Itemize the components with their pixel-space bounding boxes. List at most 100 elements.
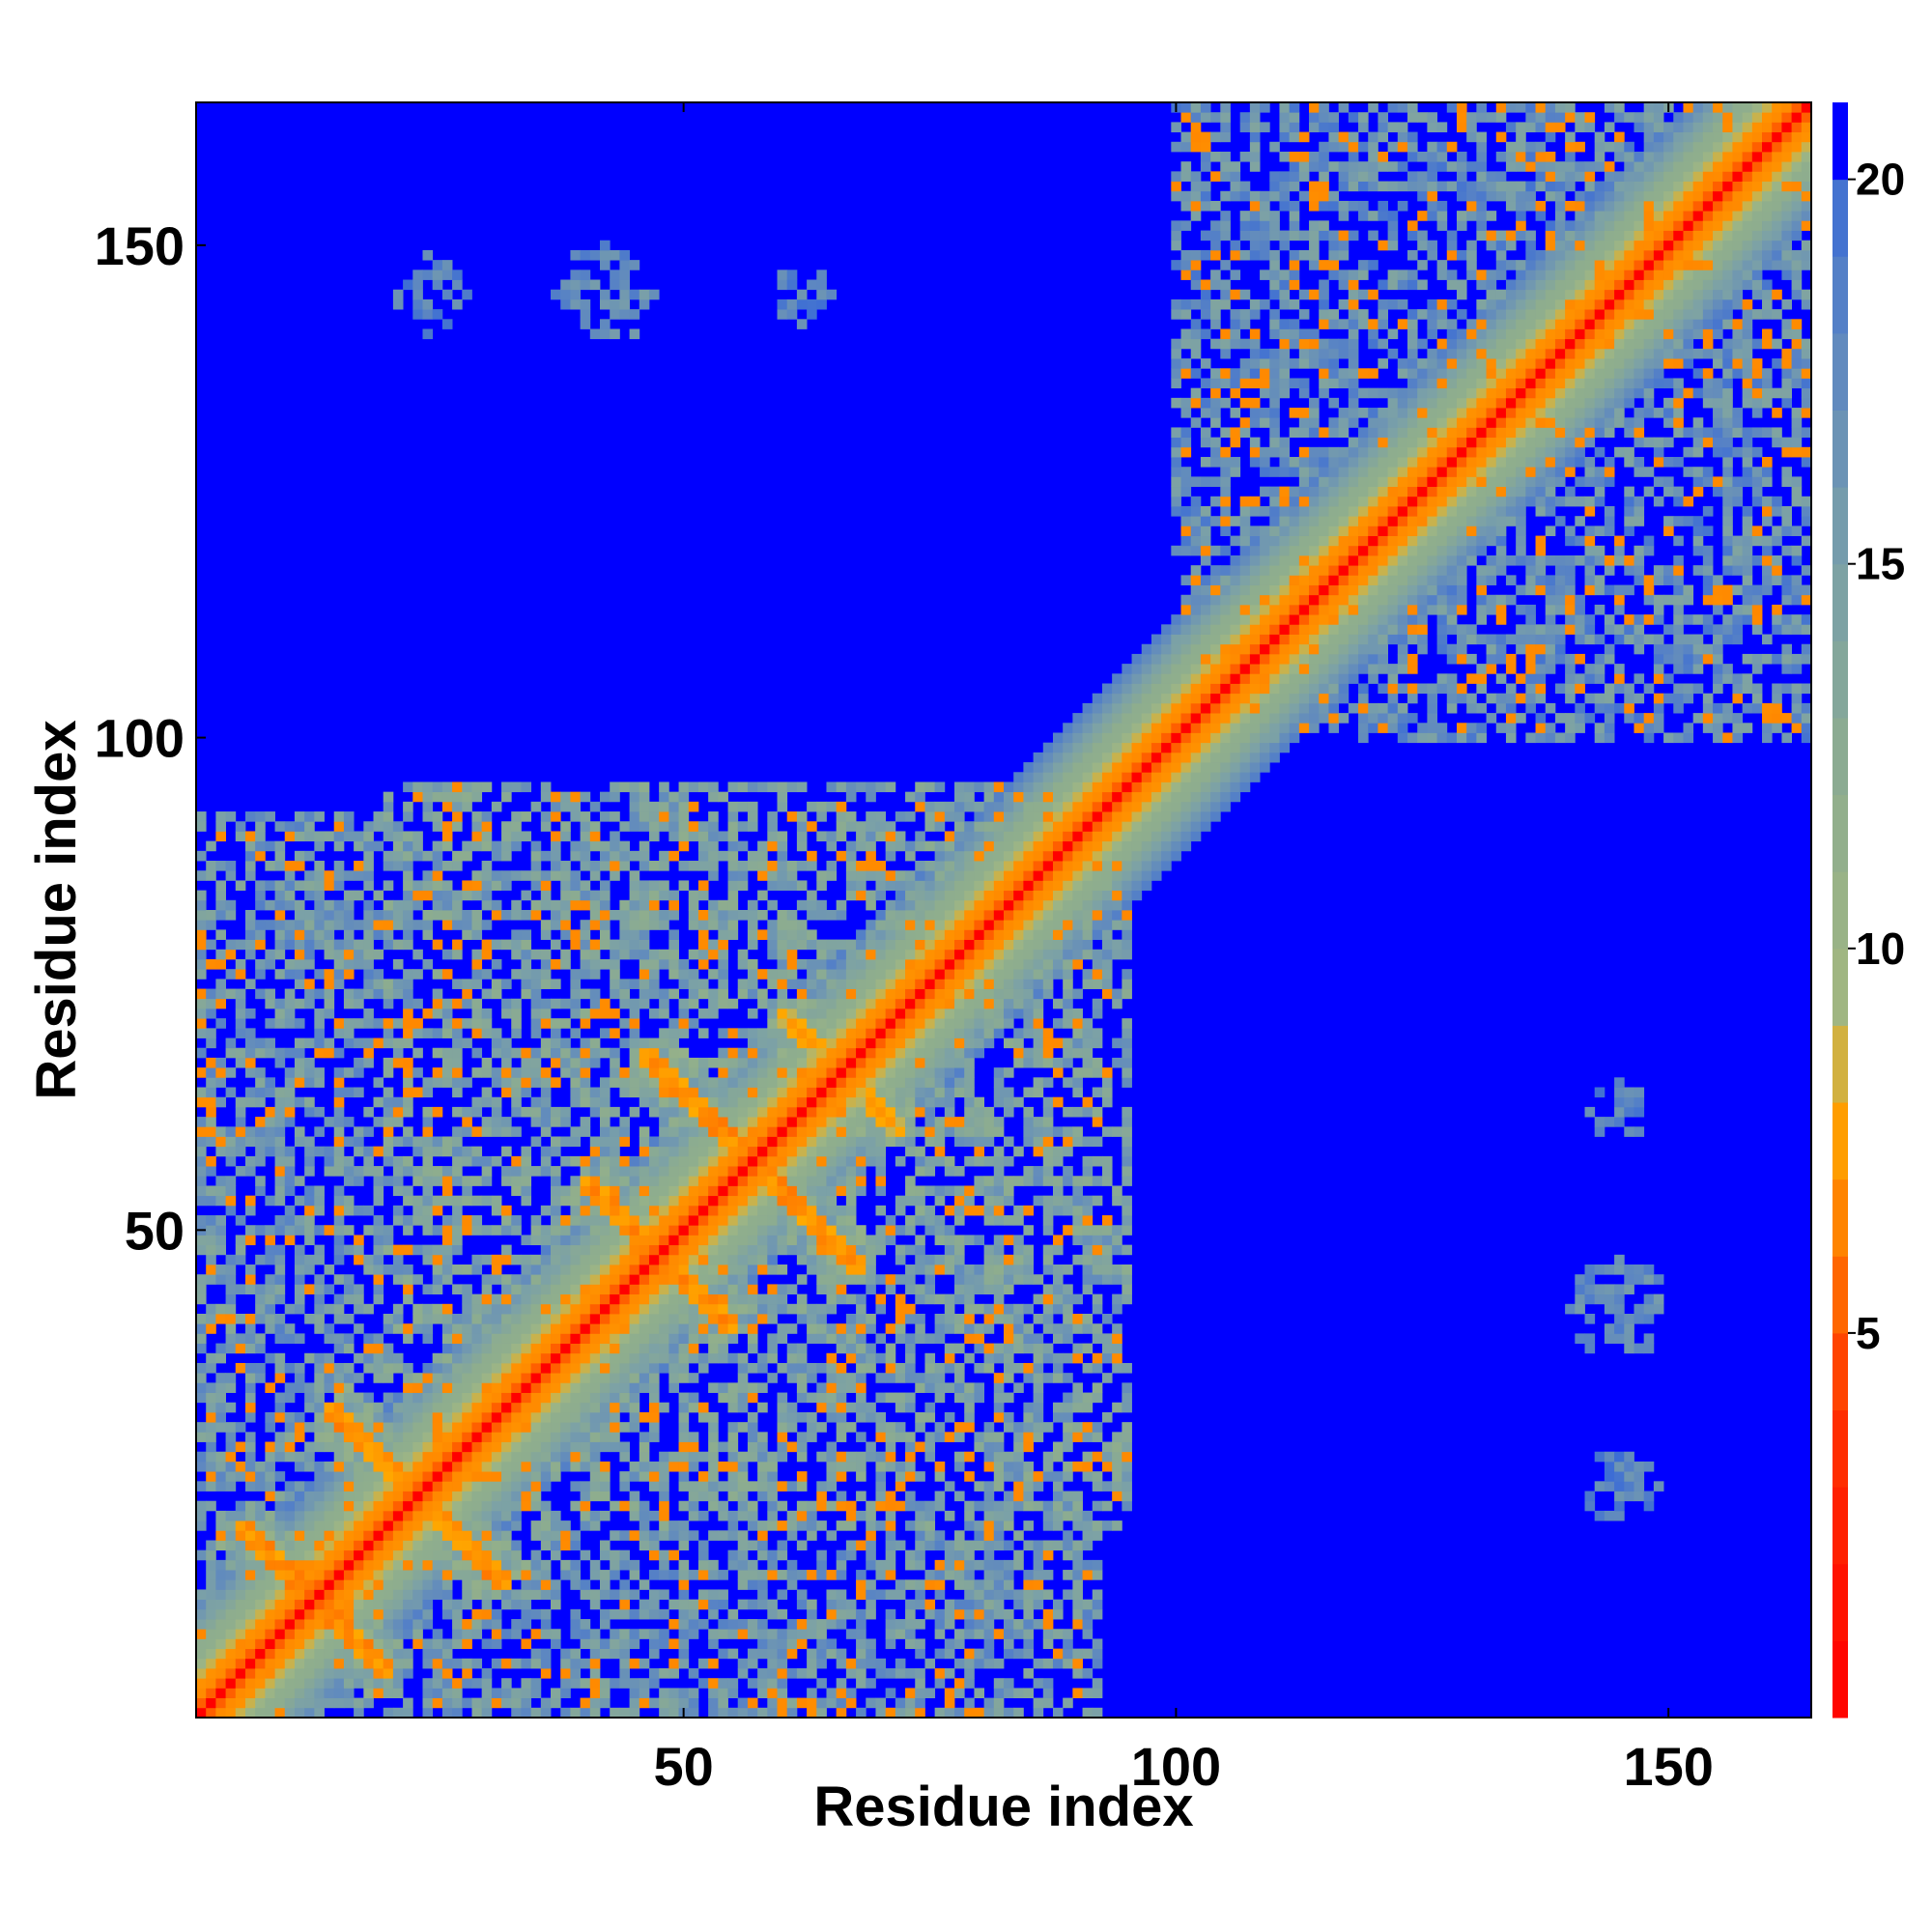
heatmap-cell [866, 1402, 876, 1413]
heatmap-cell [225, 1570, 237, 1580]
heatmap-cell [225, 870, 237, 881]
heatmap-cell [403, 1028, 413, 1038]
heatmap-cell [747, 1441, 758, 1453]
heatmap-cell [422, 1422, 434, 1433]
heatmap-cell [422, 801, 434, 812]
heatmap-cell [816, 801, 827, 812]
heatmap-cell [343, 1176, 355, 1186]
heatmap-cell [727, 850, 739, 862]
heatmap-cell [678, 1146, 690, 1157]
heatmap-cell [678, 1057, 690, 1068]
heatmap-cell [767, 1244, 778, 1256]
heatmap-cell [836, 1471, 847, 1482]
heatmap-cell [206, 1126, 216, 1137]
heatmap-cell [600, 910, 611, 921]
heatmap-cell [363, 1352, 374, 1364]
heatmap-cell [412, 1028, 423, 1038]
heatmap-cell [244, 1028, 256, 1038]
heatmap-cell [659, 1491, 669, 1502]
heatmap-cell [225, 1559, 237, 1571]
heatmap-cell [610, 1155, 620, 1167]
heatmap-cell [530, 1481, 542, 1492]
heatmap-cell [737, 1195, 749, 1207]
heatmap-cell [274, 1146, 286, 1157]
heatmap-cell [767, 939, 778, 951]
heatmap-cell [708, 1205, 719, 1216]
heatmap-cell [757, 1549, 768, 1561]
heatmap-cell [215, 1678, 226, 1689]
heatmap-cell [491, 1500, 502, 1512]
heatmap-cell [570, 1648, 582, 1660]
heatmap-cell [521, 949, 532, 960]
heatmap-cell [343, 1559, 355, 1571]
heatmap-cell [333, 1077, 345, 1088]
heatmap-cell [196, 1096, 207, 1108]
heatmap-cell [343, 1520, 355, 1531]
heatmap-cell [659, 1314, 669, 1324]
heatmap-cell [629, 1028, 640, 1038]
heatmap-cell [836, 1067, 847, 1078]
heatmap-cell [432, 1106, 443, 1118]
heatmap-cell [274, 1362, 286, 1374]
heatmap-cell [600, 1136, 611, 1148]
heatmap-cell [491, 1520, 502, 1531]
heatmap-cell [540, 1333, 552, 1344]
heatmap-cell [521, 1559, 532, 1571]
heatmap-cell [432, 1530, 443, 1541]
heatmap-cell [304, 850, 315, 862]
heatmap-cell [708, 1235, 719, 1246]
heatmap-cell [826, 1688, 838, 1699]
heatmap-cell [481, 1491, 493, 1502]
heatmap-cell [589, 821, 601, 832]
heatmap-cell [718, 1314, 728, 1324]
heatmap-cell [540, 1303, 552, 1315]
heatmap-cell [462, 1402, 472, 1413]
heatmap-cell [324, 1697, 335, 1709]
heatmap-cell [403, 1087, 413, 1098]
heatmap-cell [422, 249, 434, 261]
heatmap-cell [452, 1264, 463, 1275]
heatmap-cell [856, 1274, 867, 1285]
heatmap-cell [333, 821, 345, 832]
heatmap-cell [373, 840, 384, 852]
heatmap-cell [343, 1510, 355, 1521]
heatmap-cell [610, 1284, 620, 1295]
heatmap-cell [363, 1481, 374, 1492]
heatmap-cell [777, 279, 788, 291]
heatmap-cell [462, 1481, 472, 1492]
heatmap-cell [373, 929, 384, 940]
heatmap-cell [845, 1461, 857, 1472]
heatmap-cell [718, 1461, 728, 1472]
heatmap-cell [757, 1117, 768, 1127]
heatmap-cell [284, 1707, 296, 1719]
heatmap-cell [796, 319, 808, 329]
heatmap-cell [441, 1520, 453, 1531]
heatmap-cell [333, 1648, 345, 1660]
heatmap-cell [648, 1195, 660, 1207]
heatmap-cell [570, 1057, 582, 1068]
heatmap-cell [659, 1244, 669, 1256]
heatmap-cell [619, 1176, 630, 1186]
heatmap-cell [570, 840, 582, 852]
heatmap-cell [244, 1599, 256, 1610]
heatmap-cell [767, 1461, 778, 1472]
heatmap-cell [501, 1549, 512, 1561]
heatmap-cell [895, 1629, 906, 1639]
heatmap-cell [786, 969, 798, 980]
heatmap-cell [225, 1510, 237, 1521]
heatmap-cell [403, 988, 413, 1000]
heatmap-cell [471, 1411, 483, 1423]
heatmap-cell [668, 1697, 679, 1709]
heatmap-cell [314, 1373, 325, 1383]
heatmap-cell [491, 1155, 502, 1167]
heatmap-cell [619, 1323, 630, 1334]
heatmap-cell [580, 1638, 591, 1650]
heatmap-cell [363, 910, 374, 921]
heatmap-cell [206, 1461, 216, 1472]
heatmap-cell [737, 1096, 749, 1108]
heatmap-cell [708, 1658, 719, 1669]
heatmap-cell [284, 1422, 296, 1433]
heatmap-cell [580, 1077, 591, 1088]
heatmap-cell [619, 1629, 630, 1639]
heatmap-cell [432, 1432, 443, 1442]
